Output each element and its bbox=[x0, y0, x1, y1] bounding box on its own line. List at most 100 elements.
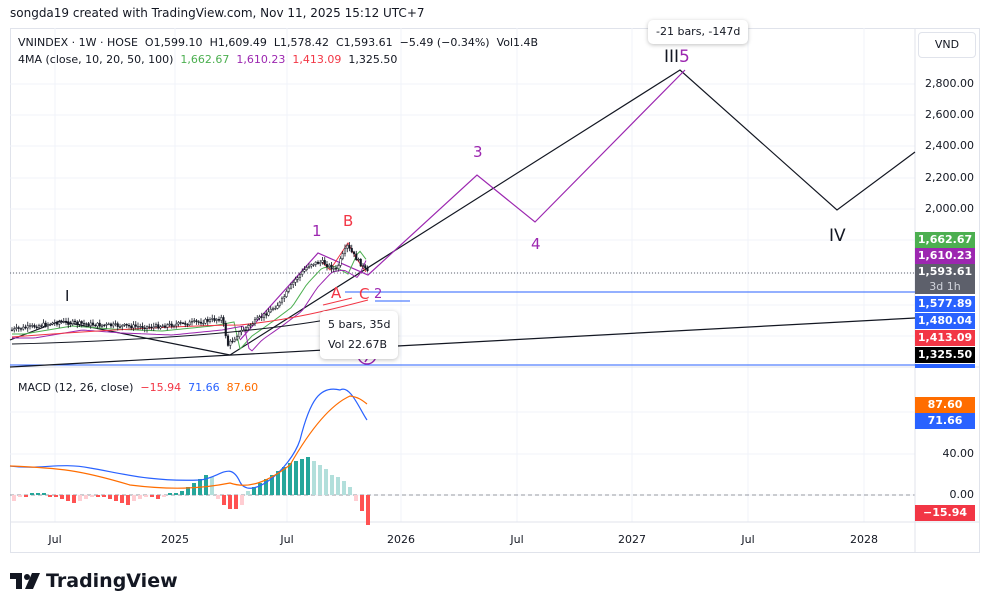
candle-body bbox=[321, 260, 324, 263]
candle-body bbox=[105, 323, 108, 326]
wave-1-5-line[interactable] bbox=[239, 69, 686, 341]
macd-histogram-bar bbox=[282, 467, 286, 495]
candle-body bbox=[280, 297, 284, 303]
candle-body bbox=[139, 326, 142, 328]
long-trendline[interactable] bbox=[9, 317, 916, 368]
candle-body bbox=[341, 253, 344, 259]
wave-III-IV-line[interactable] bbox=[229, 69, 916, 356]
candle-body bbox=[260, 316, 263, 318]
candle-body bbox=[204, 319, 207, 324]
candle-body bbox=[213, 318, 216, 321]
candle-body bbox=[170, 323, 173, 327]
candle-body bbox=[121, 325, 124, 327]
candles bbox=[10, 242, 369, 350]
macd-histogram-bar bbox=[126, 495, 130, 505]
time-tick: 2025 bbox=[161, 533, 189, 546]
candle-body bbox=[100, 324, 104, 327]
macd-hist-value: −15.94 bbox=[140, 381, 182, 394]
macd-histogram-bar bbox=[312, 461, 316, 495]
macd-histogram-bar bbox=[228, 495, 232, 509]
macd-histogram-bar bbox=[102, 495, 106, 497]
macd-histogram-bar bbox=[180, 491, 184, 495]
wave-label-III-5: III5 bbox=[664, 47, 690, 67]
macd-histogram-bar bbox=[354, 495, 358, 501]
macd-histogram-bar bbox=[84, 495, 88, 499]
macd-histogram-bar bbox=[54, 495, 58, 497]
candle-body bbox=[253, 319, 257, 324]
candle-body bbox=[145, 326, 149, 329]
candle-body bbox=[82, 323, 86, 325]
candle-body bbox=[330, 264, 333, 270]
candle-body bbox=[251, 323, 254, 326]
candle-body bbox=[364, 265, 367, 269]
macd-histogram-bar bbox=[342, 481, 346, 495]
macd-histogram-bar bbox=[192, 483, 196, 495]
candle-body bbox=[247, 325, 250, 328]
candle-body bbox=[217, 319, 221, 321]
candle-body bbox=[319, 262, 322, 264]
candle-body bbox=[69, 323, 72, 325]
macd-line bbox=[9, 388, 368, 489]
macd-histogram-bar bbox=[348, 487, 352, 495]
ma-label: 4MA (close, 10, 20, 50, 100) bbox=[18, 53, 174, 66]
candle-body bbox=[157, 324, 160, 329]
time-tick: Jul bbox=[48, 533, 62, 546]
arrow-line[interactable] bbox=[322, 297, 353, 306]
candle-body bbox=[307, 265, 311, 268]
macd-histogram-bar bbox=[240, 495, 244, 505]
candle-body bbox=[78, 321, 81, 325]
macd-histogram-bar bbox=[216, 495, 220, 499]
candle-body bbox=[94, 324, 97, 327]
macd-histogram-bar bbox=[222, 495, 226, 505]
wave-label-III: III bbox=[664, 47, 680, 67]
price-tag-line: 1,480.04 bbox=[915, 313, 975, 329]
candle-body bbox=[44, 322, 47, 327]
macd-histogram-bar bbox=[336, 477, 340, 495]
candle-body bbox=[177, 322, 180, 325]
symbol-name[interactable]: VNINDEX · 1W · HOSE bbox=[18, 36, 138, 49]
macd-histogram-bar bbox=[276, 471, 280, 495]
macd-histogram-bar bbox=[156, 495, 160, 499]
candle-body bbox=[334, 268, 338, 270]
candle-body bbox=[143, 327, 146, 329]
open-value: O1,599.10 bbox=[144, 36, 203, 49]
range-tooltip-top: -21 bars, -147d bbox=[648, 20, 749, 44]
candle-body bbox=[125, 324, 128, 326]
candle-body bbox=[141, 326, 144, 329]
macd-histogram-bar bbox=[360, 495, 364, 511]
macd-histogram-bar bbox=[60, 495, 64, 499]
candle-body bbox=[292, 282, 295, 285]
tradingview-logo[interactable]: TradingView bbox=[10, 570, 178, 592]
macd-histogram-bar bbox=[366, 495, 370, 525]
macd-label: MACD (12, 26, close) bbox=[18, 381, 134, 394]
candle-body bbox=[314, 261, 317, 265]
candle-body bbox=[249, 324, 252, 326]
macd-histogram-bar bbox=[120, 495, 124, 503]
candle-body bbox=[127, 325, 131, 327]
candle-body bbox=[37, 325, 41, 329]
candle-body bbox=[193, 320, 196, 322]
currency-button[interactable]: VND bbox=[918, 32, 976, 58]
candle-body bbox=[289, 284, 293, 289]
ma-legend[interactable]: 4MA (close, 10, 20, 50, 100) 1,662.67 1,… bbox=[18, 53, 397, 66]
macd-histogram-bar bbox=[162, 495, 166, 497]
candle-body bbox=[71, 320, 74, 325]
candle-body bbox=[103, 324, 106, 327]
candle-body bbox=[328, 264, 331, 267]
candle-body bbox=[229, 340, 232, 346]
candle-body bbox=[222, 317, 225, 324]
time-tick: 2027 bbox=[618, 533, 646, 546]
volume-value: Vol1.4B bbox=[496, 36, 539, 49]
candle-body bbox=[76, 321, 79, 325]
candle-body bbox=[238, 331, 241, 338]
macd-histogram-bar bbox=[72, 495, 76, 503]
candle-body bbox=[240, 330, 243, 333]
candle-body bbox=[116, 323, 119, 327]
macd-legend[interactable]: MACD (12, 26, close) −15.94 71.66 87.60 bbox=[18, 381, 258, 394]
candle-body bbox=[339, 258, 342, 266]
macd-histogram-bar bbox=[108, 495, 112, 499]
time-tick: 2028 bbox=[850, 533, 878, 546]
candle-body bbox=[195, 320, 198, 322]
price-tag-ma20: 1,610.23 bbox=[915, 248, 975, 264]
